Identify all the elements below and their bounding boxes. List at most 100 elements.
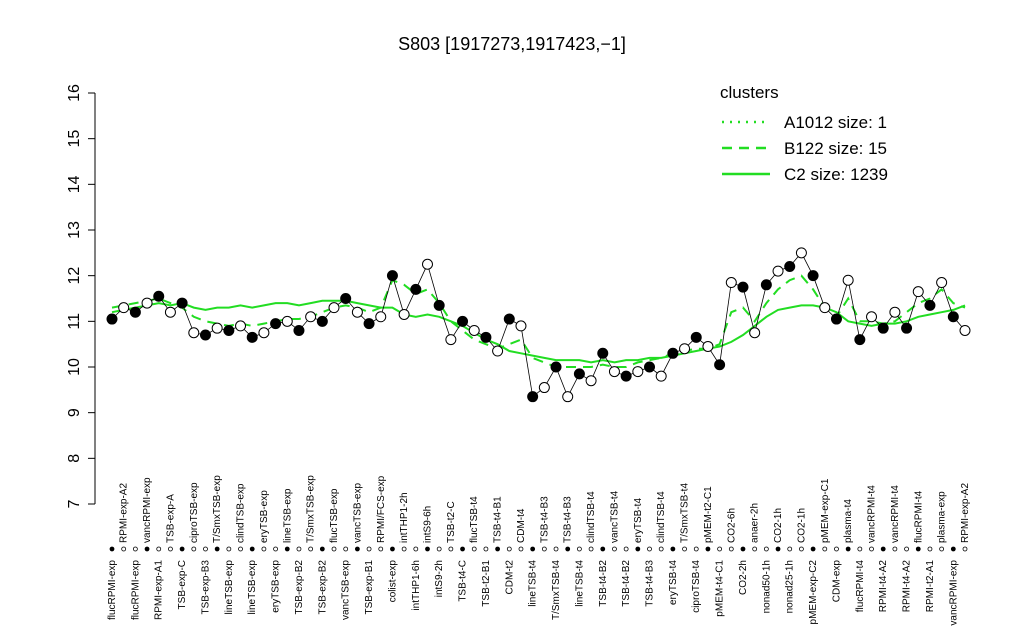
x-tick-label: RPMI-exp-A2 (119, 483, 130, 543)
x-tick-label: flucRPMI-t4 (855, 560, 866, 613)
x-tick-label: colist-exp (387, 560, 398, 603)
x-tick-label: vancRPMI-t4 (890, 485, 901, 543)
x-tick-label: TSB-exp-B2 (294, 560, 305, 615)
x-tick-label: ciproTSB-t4 (691, 560, 702, 613)
x-tick-label: TSB-exp-B2 (317, 560, 328, 615)
y-tick-label: 7 (66, 499, 83, 508)
cluster-line (111, 299, 966, 364)
x-tick-label: TSB-exp-B1 (364, 560, 375, 615)
point (457, 315, 469, 327)
point (340, 293, 352, 304)
point (901, 322, 913, 334)
x-tick-label: RPMI-t4-A2 (878, 560, 889, 613)
rug-dot (109, 546, 115, 552)
x-tick-label: nonad25-1h (785, 560, 796, 613)
rug-dot (541, 546, 547, 552)
rug-dot (635, 546, 641, 552)
x-tick-label: intS9-2h (434, 560, 445, 597)
x-tick-label: T/SmxTSB-t4 (551, 560, 562, 620)
x-tick-label: pMEM-exp-C1 (820, 478, 831, 543)
point (714, 359, 726, 371)
y-tick-label: 8 (66, 454, 83, 463)
rug-dot (506, 546, 512, 552)
point (258, 327, 270, 339)
point (118, 302, 130, 314)
rug-dot (378, 546, 384, 552)
rug-dot (857, 546, 863, 552)
rug-dot (366, 546, 372, 552)
rug-dot (261, 546, 267, 552)
x-tick-label: TSB-t2-B1 (481, 560, 492, 607)
point (807, 270, 819, 282)
rug-dot (576, 546, 582, 552)
rug-dot (495, 546, 501, 552)
rug-dot (950, 546, 956, 552)
rug-dot (892, 546, 898, 552)
x-tick-label: clindTSB-exp (236, 483, 247, 543)
x-tick-label: flucRPMI-exp (130, 560, 141, 620)
rug-dot (904, 546, 909, 552)
x-tick-label: vancRPMI-exp (948, 560, 959, 626)
point (246, 331, 258, 343)
x-tick-label: TSB-t4-B2 (621, 560, 632, 607)
x-tick-label: RPMI-exp-A2 (960, 483, 971, 543)
rug-dot (927, 546, 933, 552)
x-tick-label: TSB-t4-B3 (563, 496, 574, 543)
point (597, 347, 609, 359)
point (737, 281, 749, 293)
point (725, 277, 737, 289)
y-tick-label: 16 (66, 84, 83, 102)
rug-dot (530, 546, 536, 552)
x-tick-label: plasma-exp (937, 491, 948, 543)
rug-dot (915, 546, 921, 552)
point (328, 302, 340, 314)
rug-dot (682, 546, 687, 552)
rug-dot (460, 546, 465, 552)
rug-dot (343, 546, 349, 552)
rug-dot (168, 546, 173, 552)
rug-dot (717, 546, 723, 552)
rug-dot (179, 546, 185, 552)
point (538, 382, 550, 394)
rug-dot (810, 546, 816, 552)
x-tick-label: CDM-exp (831, 560, 842, 603)
point (281, 315, 293, 327)
x-tick-label: TSB-exp-B3 (200, 560, 211, 615)
y-tick-label: 15 (66, 130, 83, 148)
rug-dot (226, 546, 232, 552)
point (398, 308, 410, 320)
rug-dot (483, 546, 489, 552)
point (270, 318, 282, 330)
y-tick-label: 11 (66, 313, 83, 330)
chart-title: S803 [1917273,1917423,−1] (398, 34, 626, 54)
rug-dot (238, 546, 243, 552)
point (445, 334, 457, 346)
point (959, 324, 971, 336)
rug-dot (553, 546, 559, 552)
x-tick-label: CO2-1h (796, 508, 807, 543)
rug-dot (623, 546, 629, 552)
point (819, 302, 831, 314)
point (924, 299, 936, 311)
rug-dot (273, 546, 278, 552)
rug-dot (845, 546, 851, 552)
x-tick-label: lineTSB-exp (282, 488, 293, 543)
rug-dot (132, 546, 138, 552)
rug-dot (693, 546, 699, 552)
rug-dot (296, 546, 302, 552)
x-tick-label: lineTSB-t4 (574, 560, 585, 607)
point (947, 311, 959, 323)
rug-dot (752, 546, 758, 552)
x-tick-label: vancTSB-exp (341, 560, 352, 620)
point (632, 366, 644, 378)
y-tick-label: 14 (66, 175, 83, 193)
point (106, 313, 118, 325)
y-tick-label: 12 (66, 267, 83, 285)
point (305, 311, 317, 323)
point (223, 324, 235, 336)
rug-dot (401, 546, 407, 552)
point (164, 306, 176, 318)
x-tick-label: vancTSB-exp (352, 483, 363, 543)
legend-label: C2 size: 1239 (784, 165, 888, 184)
